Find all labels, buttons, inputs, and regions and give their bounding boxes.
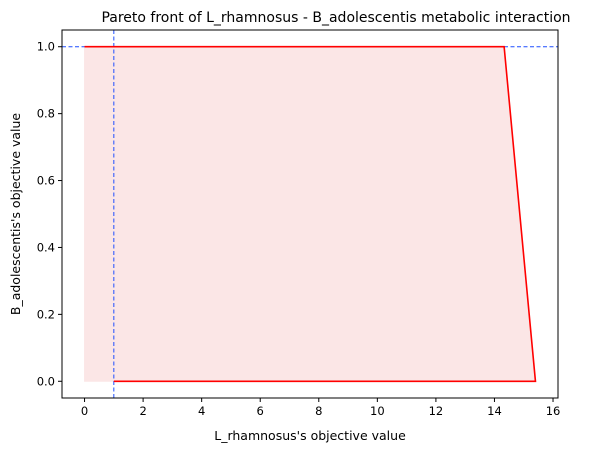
x-tick-label: 10 xyxy=(370,404,385,418)
y-tick-label: 1.0 xyxy=(37,40,55,54)
x-axis-label: L_rhamnosus's objective value xyxy=(214,428,406,443)
x-tick-label: 6 xyxy=(257,404,264,418)
y-tick-label: 0.2 xyxy=(37,307,55,321)
x-tick-label: 16 xyxy=(546,404,561,418)
feasible-region-fill xyxy=(84,46,537,382)
y-tick-label: 0.6 xyxy=(37,174,55,188)
x-tick-label: 12 xyxy=(429,404,444,418)
y-tick-label: 0.0 xyxy=(37,374,55,388)
y-tick-label: 0.4 xyxy=(37,240,55,254)
chart-title: Pareto front of L_rhamnosus - B_adolesce… xyxy=(101,10,570,26)
x-tick-label: 8 xyxy=(315,404,322,418)
x-tick-label: 4 xyxy=(198,404,205,418)
x-tick-label: 14 xyxy=(487,404,502,418)
x-tick-label: 2 xyxy=(139,404,146,418)
y-tick-label: 0.8 xyxy=(37,107,55,121)
pareto-front-line xyxy=(84,45,537,383)
y-axis-label: B_adolescentis's objective value xyxy=(8,113,23,316)
x-tick-label: 0 xyxy=(81,404,88,418)
plot-frame xyxy=(61,29,559,399)
